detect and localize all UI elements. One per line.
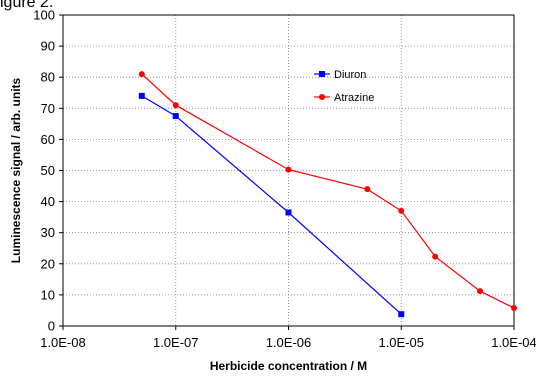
legend-label: Diuron	[334, 69, 366, 81]
y-tick-label: 0	[48, 319, 55, 334]
x-tick-label: 1.0E-07	[153, 335, 199, 350]
y-tick-label: 80	[41, 70, 55, 85]
y-tick-label: 30	[41, 225, 55, 240]
y-tick-label: 90	[41, 39, 55, 54]
diuron-point	[172, 113, 179, 120]
atrazine-point	[285, 166, 292, 173]
y-tick-label: 100	[33, 8, 55, 23]
atrazine-point	[432, 253, 439, 260]
gridlines	[63, 15, 514, 326]
figure-label: igure 2.	[0, 0, 54, 11]
y-tick-label: 40	[41, 194, 55, 209]
atrazine-point	[398, 207, 405, 214]
series-layer	[138, 71, 517, 318]
diuron-point	[138, 92, 145, 99]
legend-marker-circle	[319, 94, 325, 100]
legend-marker-square	[319, 71, 325, 77]
x-tick-label: 1.0E-06	[266, 335, 312, 350]
legend-item-diuron: Diuron	[314, 69, 366, 81]
x-tick-label: 1.0E-04	[491, 335, 536, 350]
atrazine-point	[511, 304, 517, 311]
atrazine-point	[364, 186, 371, 193]
y-tick-label: 20	[41, 256, 55, 271]
y-tick-label: 70	[41, 101, 55, 116]
diuron-point	[398, 311, 405, 318]
x-tick-label: 1.0E-05	[378, 335, 424, 350]
atrazine-line	[141, 73, 515, 309]
y-tick-label: 50	[41, 163, 55, 178]
diuron-line	[141, 95, 402, 315]
series-diuron	[138, 92, 405, 318]
diuron-point	[285, 209, 292, 216]
atrazine-point	[172, 102, 179, 109]
legend-item-atrazine: Atrazine	[314, 92, 374, 104]
x-tick-label: 1.0E-08	[40, 335, 86, 350]
series-atrazine	[138, 71, 517, 311]
y-tick-label: 10	[41, 287, 55, 302]
y-axis-ticks: 0 10 20 30 40 50 60 70 80 90 100	[33, 8, 63, 334]
atrazine-point	[477, 288, 484, 295]
legend: Diuron Atrazine	[314, 69, 374, 104]
x-axis-title: Herbicide concentration / M	[210, 359, 367, 373]
legend-label: Atrazine	[334, 92, 374, 104]
y-axis-title: Luminescence signal / arb. units	[9, 77, 23, 263]
atrazine-point	[138, 71, 145, 78]
y-tick-label: 60	[41, 132, 55, 147]
x-axis-ticks: 1.0E-08 1.0E-07 1.0E-06 1.0E-05 1.0E-04	[40, 326, 536, 350]
